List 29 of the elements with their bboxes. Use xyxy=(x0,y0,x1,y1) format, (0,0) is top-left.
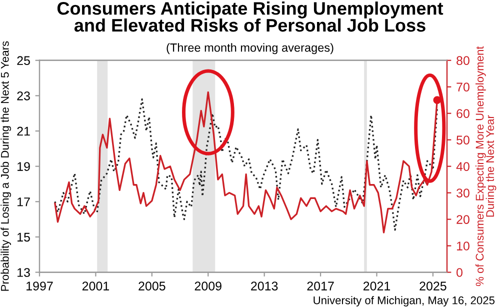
y2-tick-label: 80 xyxy=(456,56,470,66)
y2-tick-label: 50 xyxy=(456,136,470,144)
chart-subtitle: (Three month moving averages) xyxy=(166,43,334,54)
y2-tick-label: 70 xyxy=(456,82,470,92)
x-tick-label: 2009 xyxy=(194,282,222,290)
x-tick-label: 2017 xyxy=(307,282,334,290)
y-tick-label: 23 xyxy=(17,91,30,100)
y2-tick-label: 60 xyxy=(456,109,470,118)
y-tick-label: 25 xyxy=(17,56,30,66)
y-axis-title: Probability of Losing a Job During the Next 5 Years xyxy=(0,41,12,291)
y2-tick-label: 30 xyxy=(456,188,470,198)
y2-tick-label: 20 xyxy=(456,215,470,224)
y2-axis-title: % of Consumers Expecting More Unemployment During the Next Year xyxy=(475,46,496,286)
y-tick-label: 19 xyxy=(18,162,30,171)
x-tick-label: 2025 xyxy=(420,282,446,290)
y2-tick-label: 0 xyxy=(456,268,462,277)
y-tick-label: 21 xyxy=(17,126,30,136)
y2-tick-label: 10 xyxy=(456,242,470,250)
x-tick-label: 2001 xyxy=(82,282,109,290)
x-tick-label: 2021 xyxy=(363,282,390,290)
y-tick-label: 15 xyxy=(18,232,30,242)
y-tick-label: 17 xyxy=(18,198,30,206)
chart-title: Consumers Anticipate Rising Unemployment and Elevated Risks of Personal Job Loss xyxy=(57,2,444,32)
y2-tick-label: 40 xyxy=(456,162,470,171)
x-tick-label: 2013 xyxy=(251,282,278,290)
y-tick-label: 13 xyxy=(18,268,30,277)
text: University of Michigan, May 16, 2025 xyxy=(314,296,495,306)
x-tick-label: 2005 xyxy=(138,282,166,290)
x-tick-label: 1997 xyxy=(26,282,53,290)
